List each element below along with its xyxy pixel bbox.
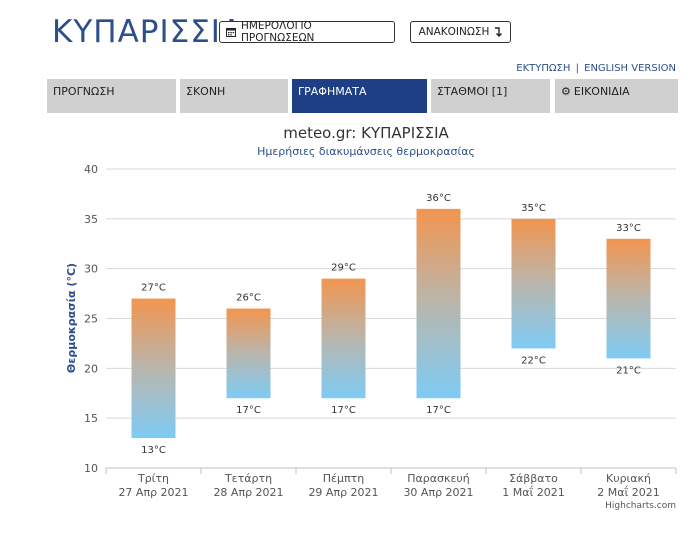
- temperature-bar[interactable]: [416, 208, 461, 399]
- tab-icons[interactable]: ⚙ ΕΙΚΟΝΙΔΙΑ: [555, 79, 678, 113]
- x-date-label: 30 Απρ 2021: [403, 486, 473, 499]
- y-tick-label: 15: [84, 412, 98, 425]
- x-day-label: Τετάρτη: [224, 472, 272, 485]
- y-tick-label: 25: [84, 313, 98, 326]
- y-tick-label: 40: [84, 163, 98, 176]
- low-temp-label: 17°C: [426, 405, 451, 416]
- calendar-icon: [226, 28, 236, 37]
- x-date-label: 2 Μαΐ 2021: [597, 485, 659, 499]
- x-date-label: 28 Απρ 2021: [213, 486, 283, 499]
- x-day-label: Τρίτη: [137, 472, 169, 485]
- y-tick-label: 10: [84, 462, 98, 475]
- high-temp-label: 36°C: [426, 193, 451, 204]
- gear-icon: ⚙: [561, 85, 571, 98]
- high-temp-label: 35°C: [521, 203, 546, 214]
- chart-bars: 27°C 13°C 26°C 17°C 29°C 17°C 36°C 17°C 35°C 22°C…: [131, 193, 651, 456]
- tab-forecast-label: ΠΡΟΓΝΩΣΗ: [53, 85, 115, 98]
- temperature-bar[interactable]: [226, 308, 271, 399]
- x-date-label: 27 Απρ 2021: [118, 486, 188, 499]
- tab-stations[interactable]: ΣΤΑΘΜΟΙ [1]: [431, 79, 550, 113]
- announcement-button-label: ΑΝΑΚΟΙΝΩΣΗ: [418, 26, 490, 38]
- tab-charts[interactable]: ΓΡΑΦΗΜΑΤΑ: [292, 79, 427, 113]
- tab-forecast[interactable]: ΠΡΟΓΝΩΣΗ: [47, 79, 176, 113]
- x-day-label: Πέμπτη: [323, 472, 364, 485]
- y-axis-title: Θερμοκρασία (°C): [65, 263, 78, 373]
- temperature-chart: meteo.gr: ΚΥΠΑΡΙΣΣΙΑ Ημερήσιες διακυμάνσ…: [0, 118, 694, 547]
- forecast-calendar-button[interactable]: ΗΜΕΡΟΛΟΓΙΟ ΠΡΟΓΝΩΣΕΩΝ: [219, 20, 395, 44]
- tab-icons-label: ΕΙΚΟΝΙΔΙΑ: [573, 85, 630, 98]
- low-temp-label: 22°C: [521, 355, 546, 366]
- chart-subtitle: Ημερήσιες διακυμάνσεις θερμοκρασίας: [257, 145, 475, 158]
- low-temp-label: 13°C: [141, 445, 166, 456]
- x-day-label: Σάββατο: [509, 472, 558, 485]
- x-date-label: 29 Απρ 2021: [308, 486, 378, 499]
- x-date-label: 1 Μαΐ 2021: [502, 485, 564, 499]
- high-temp-label: 26°C: [236, 293, 261, 304]
- tab-dust[interactable]: ΣΚΟΝΗ: [180, 79, 288, 113]
- announcement-button[interactable]: ΑΝΑΚΟΙΝΩΣΗ: [410, 21, 511, 43]
- temperature-bar[interactable]: [511, 218, 556, 349]
- temperature-bar[interactable]: [606, 238, 651, 359]
- chart-credits[interactable]: Highcharts.com: [605, 501, 676, 511]
- low-temp-label: 21°C: [616, 365, 641, 376]
- chart-grid: 10 15 20 25 30 35 40: [84, 163, 676, 475]
- chart-title: meteo.gr: ΚΥΠΑΡΙΣΣΙΑ: [283, 124, 449, 142]
- x-day-label: Παρασκευή: [407, 472, 470, 485]
- y-tick-label: 20: [84, 362, 98, 375]
- tab-stations-label: ΣΤΑΘΜΟΙ [1]: [437, 85, 508, 98]
- low-temp-label: 17°C: [236, 405, 261, 416]
- print-link[interactable]: ΕΚΤΥΠΩΣΗ: [516, 63, 571, 74]
- high-temp-label: 33°C: [616, 223, 641, 234]
- arrow-down-icon: [495, 27, 503, 37]
- tab-charts-label: ΓΡΑΦΗΜΑΤΑ: [298, 85, 367, 98]
- low-temp-label: 17°C: [331, 405, 356, 416]
- temperature-chart-svg: meteo.gr: ΚΥΠΑΡΙΣΣΙΑ Ημερήσιες διακυμάνσ…: [65, 124, 677, 511]
- temperature-bar[interactable]: [321, 278, 366, 399]
- top-links: ΕΚΤΥΠΩΣΗ | ENGLISH VERSION: [516, 63, 676, 74]
- english-version-link[interactable]: ENGLISH VERSION: [584, 63, 676, 74]
- link-separator: |: [575, 63, 579, 74]
- y-tick-label: 30: [84, 263, 98, 276]
- high-temp-label: 29°C: [331, 263, 356, 274]
- calendar-button-label: ΗΜΕΡΟΛΟΓΙΟ ΠΡΟΓΝΩΣΕΩΝ: [240, 20, 315, 44]
- tab-dust-label: ΣΚΟΝΗ: [186, 85, 226, 98]
- x-day-label: Κυριακή: [606, 472, 651, 485]
- high-temp-label: 27°C: [141, 283, 166, 294]
- temperature-bar[interactable]: [131, 298, 176, 439]
- y-tick-label: 35: [84, 213, 98, 226]
- city-title: ΚΥΠΑΡΙΣΣΙΑ: [52, 14, 244, 50]
